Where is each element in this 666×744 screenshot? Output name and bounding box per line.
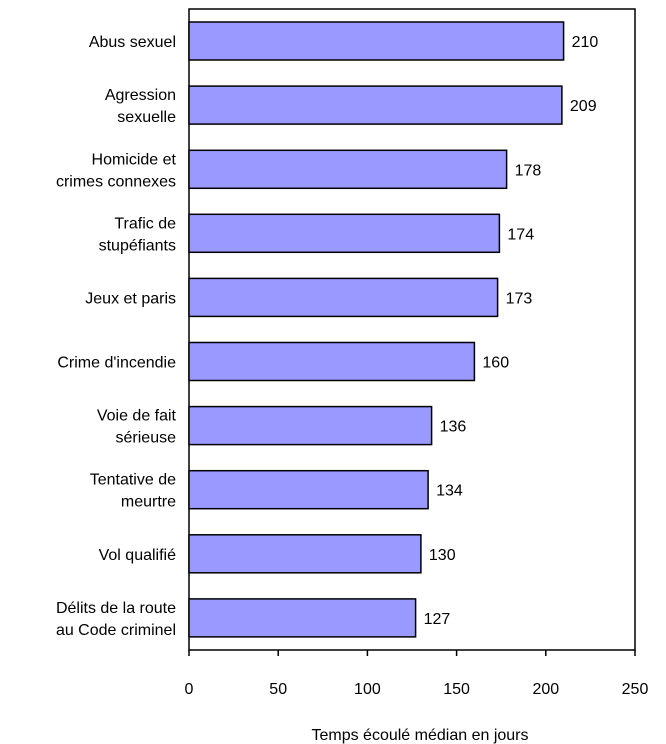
bars [188, 21, 565, 638]
x-tick-label: 50 [269, 681, 287, 698]
category-labels: Abus sexuel Agression sexuelle Homicide et c… [56, 34, 177, 639]
bar [188, 405, 433, 446]
category-label-line: stupéfiants [99, 237, 176, 254]
category-label-line: sérieuse [116, 430, 177, 447]
category-label: Agression sexuelle [105, 87, 176, 126]
bar [188, 85, 563, 125]
bar [188, 21, 565, 61]
category-label: Tentative de meurtre [90, 472, 176, 511]
data-label: 160 [482, 355, 509, 372]
category-label-line: crimes connexes [56, 173, 176, 190]
data-label: 136 [440, 419, 467, 436]
x-tick-label: 250 [622, 681, 649, 698]
bar [188, 213, 501, 254]
bar [188, 341, 476, 382]
category-label: Trafic de stupéfiants [99, 215, 176, 254]
data-label: 173 [506, 290, 533, 307]
x-axis-title: Temps écoulé médian en jours [311, 727, 528, 744]
data-label: 210 [572, 34, 599, 51]
bar [188, 149, 508, 190]
data-label: 134 [436, 483, 463, 500]
x-tick-label: 150 [443, 681, 470, 698]
category-label-line: Abus sexuel [89, 34, 176, 51]
category-label-line: Trafic de [114, 215, 176, 232]
category-label-line: Crime d'incendie [57, 355, 176, 372]
data-label: 130 [429, 547, 456, 564]
category-label: Vol qualifié [99, 547, 176, 564]
category-label-line: Tentative de [90, 472, 176, 489]
category-label: Abus sexuel [89, 34, 176, 51]
category-label-line: sexuelle [117, 109, 176, 126]
x-tick-label: 200 [532, 681, 559, 698]
x-tick-label: 100 [354, 681, 381, 698]
category-label-line: Voie de fait [97, 408, 177, 425]
bar [188, 277, 499, 318]
category-label: Délits de la route au Code criminel [56, 600, 176, 639]
x-tick-label: 0 [185, 681, 194, 698]
category-label-line: Agression [105, 87, 176, 104]
category-label-line: au Code criminel [56, 622, 176, 639]
data-labels: 210 209 178 174 173 160 136 134 130 127 [424, 34, 599, 628]
bar [188, 469, 429, 510]
x-axis-ticks: 0 50 100 150 200 250 [185, 650, 649, 698]
category-label-line: Vol qualifié [99, 547, 176, 564]
bar [188, 534, 422, 574]
data-label: 178 [515, 162, 542, 179]
category-label: Jeux et paris [85, 290, 176, 307]
category-label-line: meurtre [121, 494, 176, 511]
data-label: 127 [424, 611, 451, 628]
data-label: 174 [507, 226, 534, 243]
category-label: Crime d'incendie [57, 355, 176, 372]
category-label-line: Délits de la route [56, 600, 176, 617]
category-label: Voie de fait sérieuse [97, 408, 177, 447]
category-label-line: Jeux et paris [85, 290, 176, 307]
category-label-line: Homicide et [92, 151, 177, 168]
data-label: 209 [570, 98, 597, 115]
category-label: Homicide et crimes connexes [56, 151, 177, 190]
bar [188, 598, 417, 638]
